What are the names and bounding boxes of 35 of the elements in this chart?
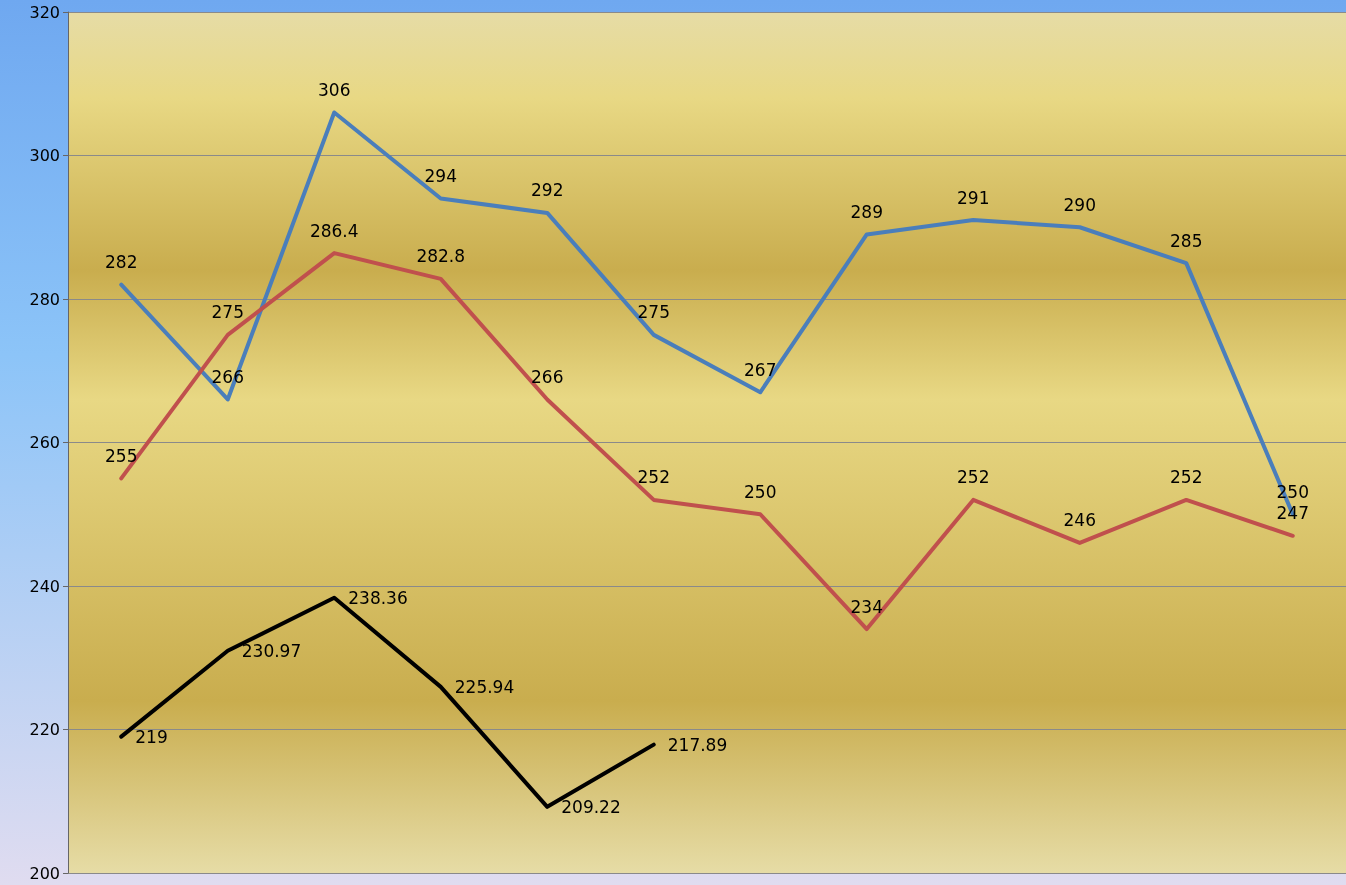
data-label: 282.8 bbox=[416, 246, 466, 267]
data-label: 306 bbox=[318, 79, 351, 100]
data-label: 252 bbox=[957, 467, 990, 488]
data-label: 252 bbox=[637, 467, 670, 488]
data-label: 225.94 bbox=[454, 676, 515, 697]
y-tick-label: 200 bbox=[29, 863, 60, 883]
data-label: 289 bbox=[850, 201, 883, 222]
data-label: 230.97 bbox=[241, 640, 302, 661]
data-label: 234 bbox=[850, 596, 883, 617]
data-label: 255 bbox=[105, 445, 138, 466]
data-label: 275 bbox=[637, 302, 670, 323]
data-label: 209.22 bbox=[561, 796, 621, 817]
data-label: 266 bbox=[531, 366, 564, 387]
data-label: 290 bbox=[1063, 194, 1096, 215]
data-label: 291 bbox=[957, 187, 990, 208]
data-label: 275 bbox=[211, 302, 244, 323]
data-label: 219 bbox=[135, 726, 168, 747]
data-label: 250 bbox=[744, 481, 777, 502]
data-label: 247 bbox=[1276, 503, 1309, 524]
data-label: 285 bbox=[1170, 230, 1203, 251]
data-label: 217.89 bbox=[667, 734, 728, 755]
data-label: 246 bbox=[1063, 510, 1096, 531]
y-tick-label: 220 bbox=[29, 720, 60, 739]
data-label: 252 bbox=[1170, 467, 1203, 488]
data-label: 294 bbox=[424, 166, 457, 187]
y-tick-label: 260 bbox=[29, 433, 60, 452]
data-label: 286.4 bbox=[309, 220, 359, 241]
data-label: 267 bbox=[744, 359, 777, 380]
data-label: 238.36 bbox=[348, 587, 408, 608]
y-tick-label: 240 bbox=[29, 576, 60, 596]
data-label: 292 bbox=[531, 180, 564, 201]
y-tick-label: 320 bbox=[29, 2, 60, 22]
data-label: 282 bbox=[105, 252, 138, 273]
y-tick-label: 280 bbox=[29, 289, 60, 309]
y-tick-label: 300 bbox=[29, 146, 60, 165]
